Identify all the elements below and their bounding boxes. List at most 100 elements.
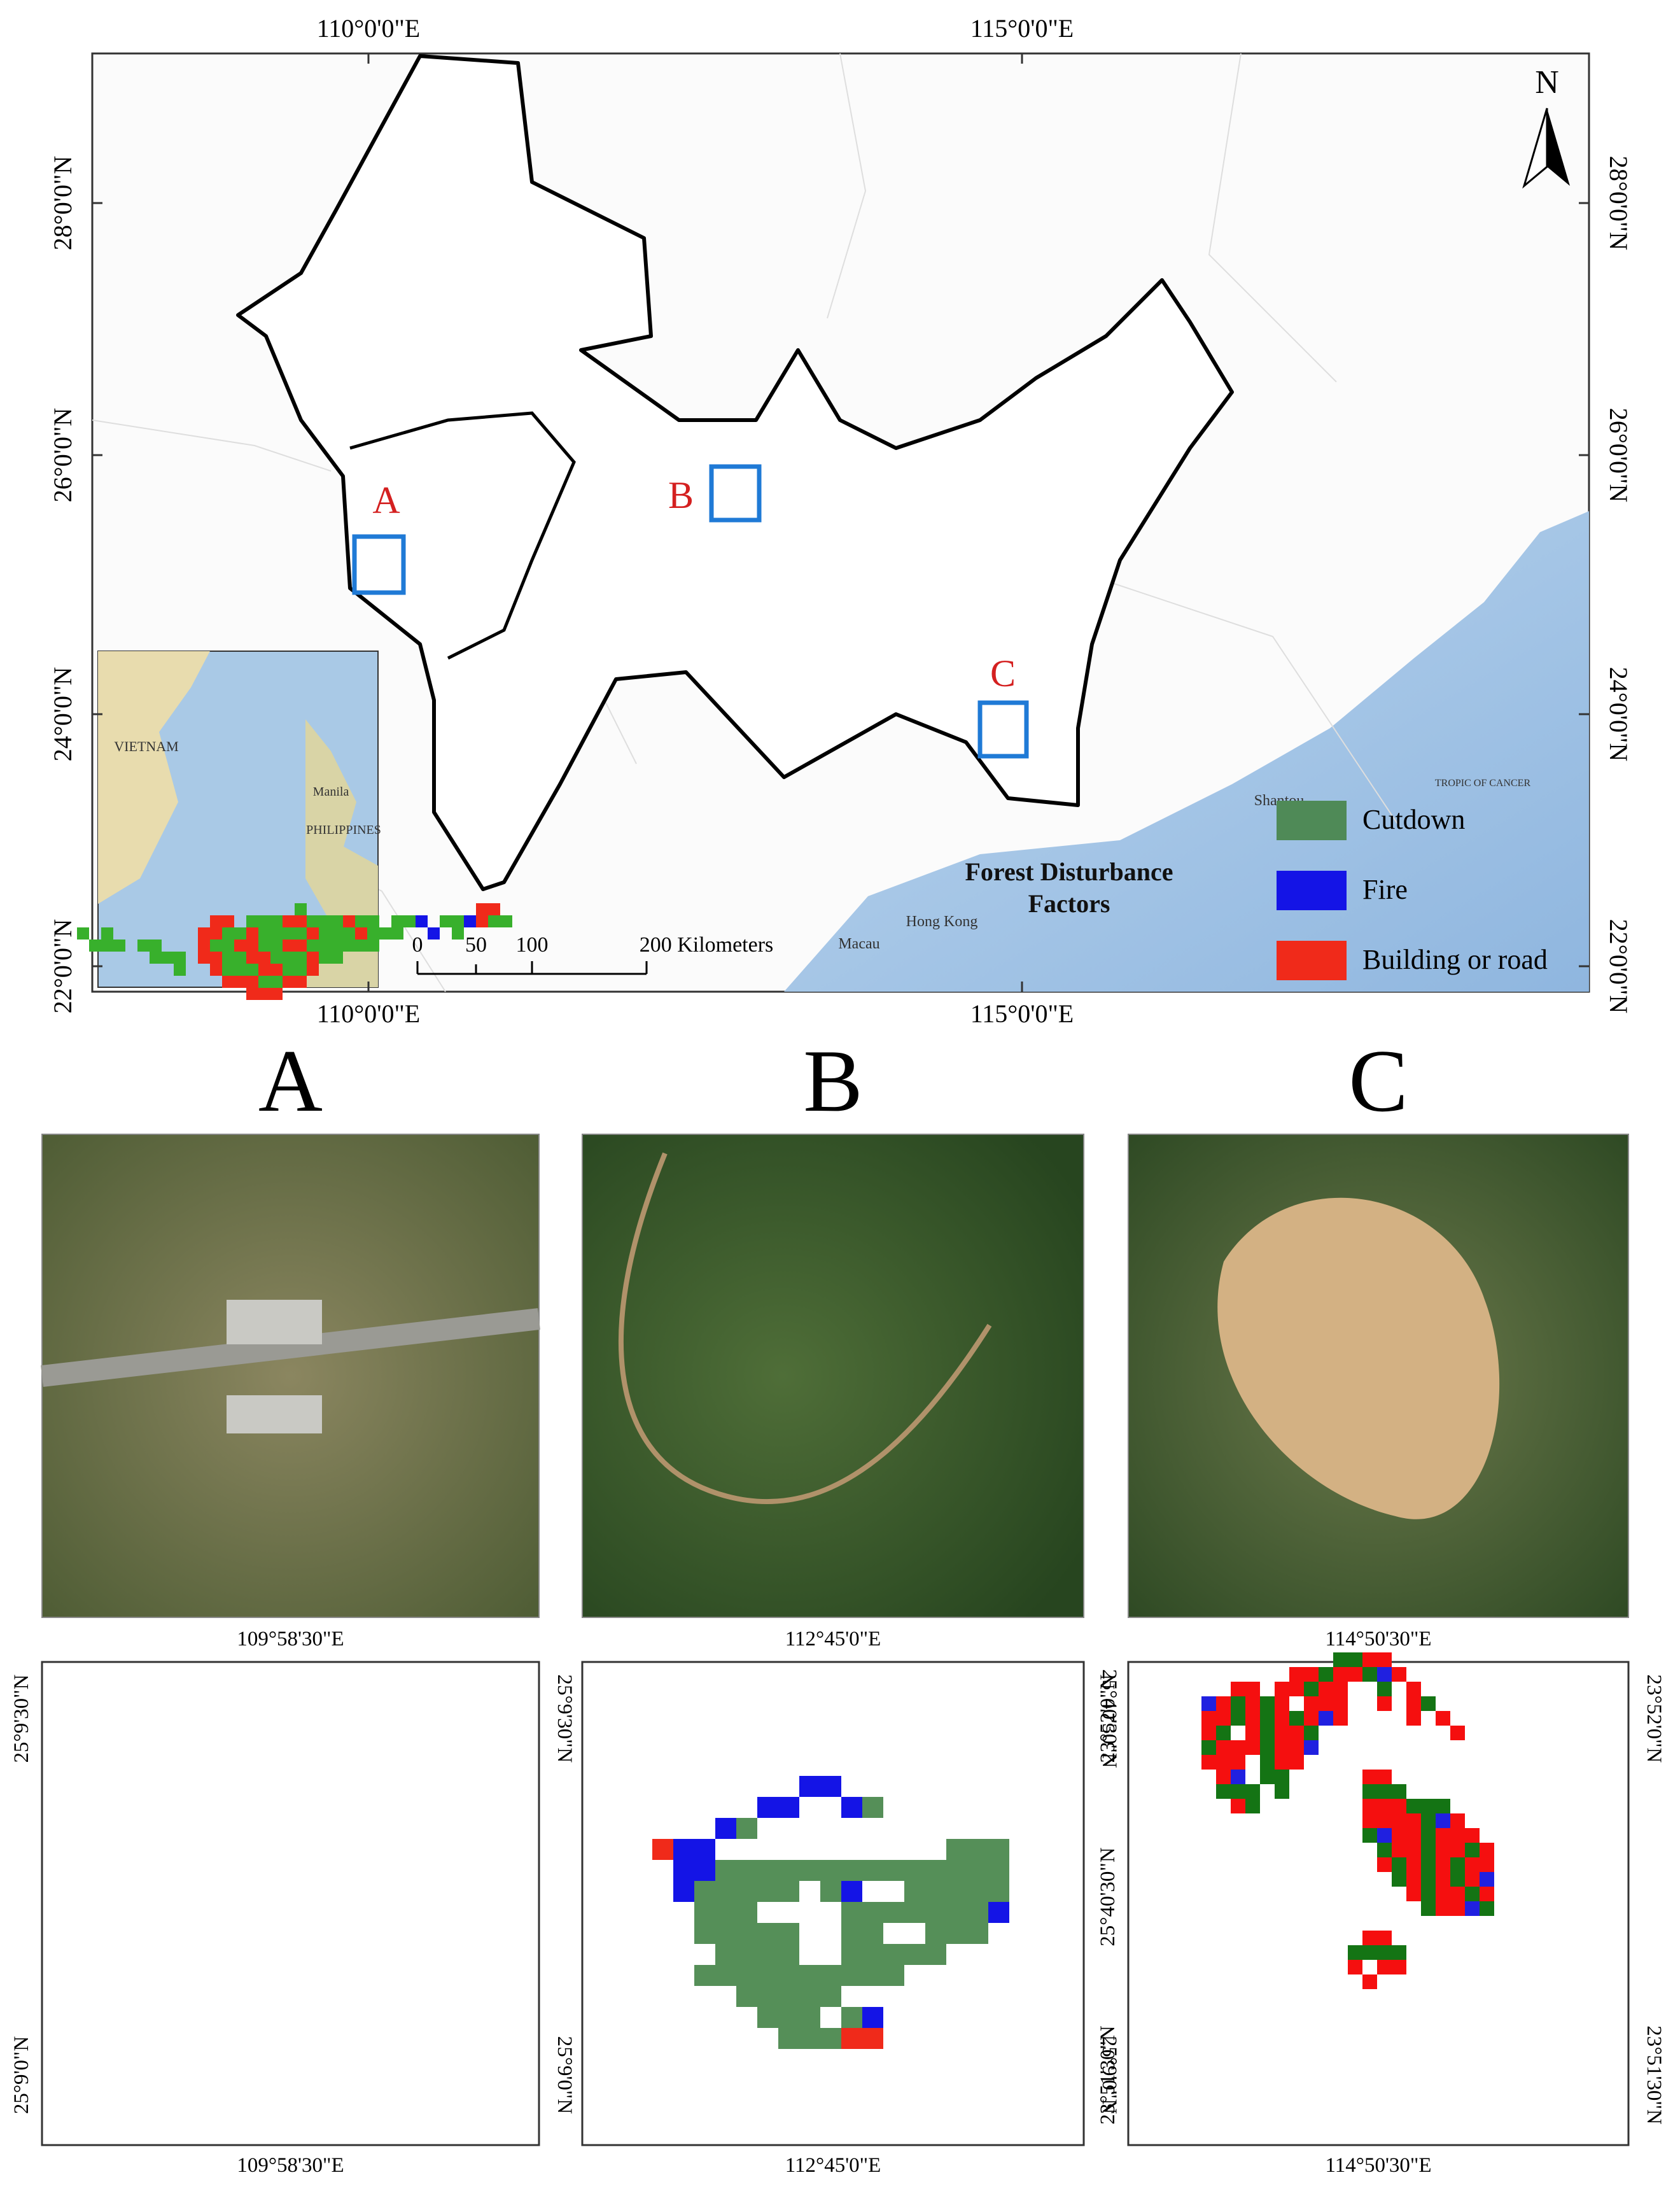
lat-label: 25°9'30"N [553,1675,576,1763]
disturbance-pixel [246,964,258,976]
disturbance-pixel [270,964,283,976]
disturbance-pixel [1392,1828,1406,1843]
disturbance-pixel [234,927,246,940]
lat-label: 24°0'0"N [48,667,77,761]
disturbance-pixel [355,940,367,952]
disturbance-pixel [1304,1667,1319,1682]
disturbance-pixel [946,1839,967,1860]
disturbance-pixel [841,2028,862,2049]
disturbance-pixel [1348,1667,1362,1682]
disturbance-pixel [820,2028,841,2049]
disturbance-pixel [331,915,343,927]
disturbance-pixel [757,1860,778,1881]
disturbance-pixel [452,927,464,940]
disturbance-pixel [1377,1784,1392,1799]
disturbance-pixel [331,940,343,952]
disturbance-pixel [1480,1857,1494,1872]
disturbance-pixel [246,988,258,1000]
disturbance-pixel [1406,1872,1421,1887]
disturbance-pixel [1289,1755,1304,1770]
panel-title: C [1348,1032,1408,1130]
disturbance-pixel [1436,1843,1450,1857]
disturbance-pixel [841,1923,862,1944]
disturbance-pixel [1333,1652,1348,1667]
disturbance-pixel [988,1839,1009,1860]
disturbance-pixel [150,940,162,952]
place-label: Macau [838,936,879,952]
disturbance-pixel [1436,1887,1450,1901]
disturbance-pixel [1406,1711,1421,1726]
disturbance-pixel [1377,1813,1392,1828]
admin-borders [92,53,1401,992]
legend-swatch [1277,941,1347,980]
disturbance-pixel [258,927,270,940]
disturbance-pixel [319,915,331,927]
disturbance-pixel [1392,1799,1406,1813]
disturbance-pixel [246,976,258,988]
disturbance-pixel [1465,1843,1480,1857]
disturbance-pixel [367,940,379,952]
disturbance-pixel [862,2007,883,2028]
disturbance-pixel [1362,1770,1377,1784]
disturbance-pixel [1333,1682,1348,1696]
disturbance-pixel [1260,1726,1275,1740]
disturbance-pixel [319,927,331,940]
disturbance-pixel [904,1944,925,1965]
disturbance-pixel [1216,1740,1231,1755]
disturbance-pixel [736,1818,757,1839]
disturbance-pixel [234,976,246,988]
disturbance-pixel [862,1965,883,1986]
disturbance-pixel [1260,1696,1275,1711]
lat-label: 24°0'0"N [1604,667,1633,761]
disturbance-pixel [715,1860,736,1881]
north-label: N [1535,64,1559,101]
disturbance-pixel [258,988,270,1000]
disturbance-pixel [694,1839,715,1860]
disturbance-pixel [1304,1696,1319,1711]
disturbance-pixel [258,940,270,952]
lon-label: 109°58'30"E [237,1628,344,1650]
site-boxes [352,464,1029,759]
disturbance-pixel [799,1860,820,1881]
satellite-image [582,1134,1084,1618]
place-label: Hong Kong [906,913,978,930]
legend-label: Cutdown [1362,804,1465,835]
disturbance-pixel [1304,1740,1319,1755]
disturbance-pixel [1245,1682,1260,1696]
disturbance-pixel [1450,1828,1465,1843]
disturbance-pixel [715,1965,736,1986]
disturbance-pixel [1392,1813,1406,1828]
disturbance-pixel [778,1881,799,1902]
disturbance-pixel [1406,1682,1421,1696]
disturbance-pixel [1377,1799,1392,1813]
disturbance-pixel [967,1902,988,1923]
place-label: VIETNAM [114,738,178,754]
disturbance-pixel [1275,1740,1289,1755]
disturbance-pixel [967,1881,988,1902]
disturbance-pixel [331,952,343,964]
disturbance-pixel [1333,1696,1348,1711]
disturbance-pixel [1406,1857,1421,1872]
disturbance-pixel [1450,1726,1465,1740]
disturbance-pixel [307,927,319,940]
disturbance-pixel [403,915,416,927]
lat-label: 25°9'0"N [10,2036,33,2115]
disturbance-pixel [1216,1770,1231,1784]
disturbance-pixel [1465,1857,1480,1872]
disturbance-pixel [862,1944,883,1965]
disturbance-pixel [967,1923,988,1944]
legend-label: Fire [1362,874,1408,905]
disturbance-pixel [222,915,234,927]
lat-label: 22°0'0"N [1604,919,1633,1013]
disturbance-pixel [694,1881,715,1902]
disturbance-pixel [841,2007,862,2028]
disturbance-pixel [736,1944,757,1965]
disturbance-pixel [210,940,222,952]
lon-label: 110°0'0"E [317,14,420,43]
disturbance-pixel [234,952,246,964]
disturbance-pixel [1245,1784,1260,1799]
disturbance-pixel [1362,1974,1377,1989]
disturbance-pixel [1319,1667,1333,1682]
disturbance-pixel [1260,1770,1275,1784]
disturbance-pixel [799,1986,820,2007]
